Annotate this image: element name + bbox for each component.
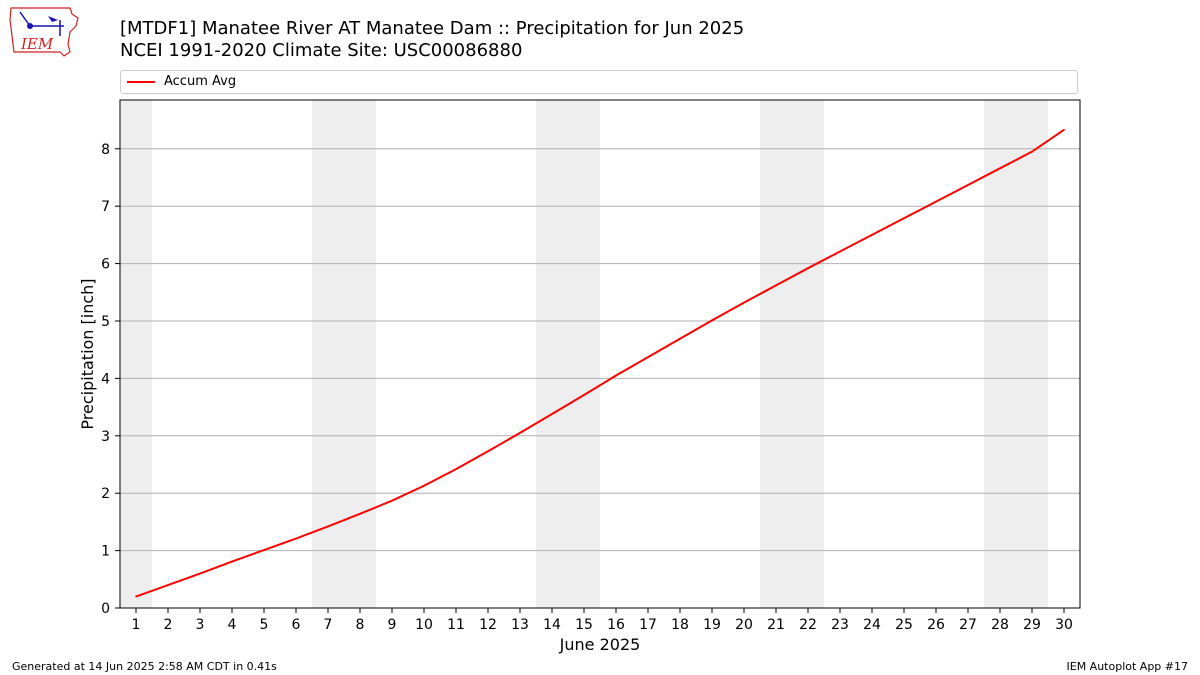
legend-label-accum-avg: Accum Avg bbox=[164, 74, 237, 89]
data-point-day-15 bbox=[583, 394, 585, 396]
x-tick-label-26: 26 bbox=[927, 617, 945, 633]
svg-text:IEM: IEM bbox=[20, 35, 54, 53]
y-tick-label-0: 0 bbox=[101, 601, 110, 617]
x-tick-label-4: 4 bbox=[228, 617, 237, 633]
x-tick-label-1: 1 bbox=[132, 617, 141, 633]
data-point-day-19 bbox=[711, 319, 713, 322]
data-point-day-5 bbox=[263, 549, 265, 551]
chart-title: [MTDF1] Manatee River AT Manatee Dam :: … bbox=[120, 18, 744, 62]
x-tick-label-30: 30 bbox=[1055, 617, 1073, 633]
x-axis-label: June 2025 bbox=[559, 635, 641, 654]
data-point-day-9 bbox=[391, 499, 393, 502]
x-tick-label-2: 2 bbox=[164, 617, 173, 633]
generated-timestamp: Generated at 14 Jun 2025 2:58 AM CDT in … bbox=[12, 660, 277, 673]
data-point-day-23 bbox=[839, 250, 841, 253]
x-tick-label-15: 15 bbox=[575, 617, 593, 633]
x-tick-label-28: 28 bbox=[991, 617, 1009, 633]
x-tick-label-27: 27 bbox=[959, 617, 977, 633]
x-tick-label-10: 10 bbox=[415, 617, 433, 633]
x-tick-label-9: 9 bbox=[388, 617, 397, 633]
plot-frame bbox=[119, 99, 1081, 609]
x-tick-label-21: 21 bbox=[767, 617, 785, 633]
x-tick-label-29: 29 bbox=[1023, 617, 1041, 633]
x-tick-label-7: 7 bbox=[324, 617, 333, 633]
data-point-day-2 bbox=[167, 584, 169, 586]
x-tick-label-19: 19 bbox=[703, 617, 721, 633]
x-tick-label-6: 6 bbox=[292, 617, 301, 633]
weekend-band-day-15 bbox=[568, 100, 600, 608]
data-point-day-27 bbox=[967, 184, 969, 186]
x-axis-ticks: 1 2 3 4 5 6 7 8 9 10 11 12 13 14 15 16 17 18 19 20 21 22 23 24 2… bbox=[132, 608, 1073, 633]
y-tick-label-7: 7 bbox=[101, 199, 110, 215]
series-line-accum-avg bbox=[135, 129, 1065, 598]
data-point-day-17 bbox=[647, 356, 649, 359]
x-tick-label-18: 18 bbox=[671, 617, 689, 633]
data-point-day-30 bbox=[1063, 128, 1065, 131]
x-tick-label-5: 5 bbox=[260, 617, 269, 633]
y-tick-label-1: 1 bbox=[101, 544, 110, 560]
data-point-day-14 bbox=[551, 413, 553, 415]
y-tick-label-3: 3 bbox=[101, 429, 110, 445]
data-point-day-21 bbox=[775, 284, 777, 287]
data-point-day-13 bbox=[519, 432, 521, 434]
x-tick-label-12: 12 bbox=[479, 617, 497, 633]
data-point-day-28 bbox=[999, 167, 1001, 170]
data-point-day-25 bbox=[903, 217, 905, 220]
x-tick-label-24: 24 bbox=[863, 617, 881, 633]
autoplot-app-label: IEM Autoplot App #17 bbox=[1066, 660, 1189, 673]
iem-logo: IEM bbox=[9, 7, 79, 57]
data-point-day-7 bbox=[327, 525, 329, 528]
legend: Accum Avg bbox=[120, 70, 1078, 94]
y-tick-label-2: 2 bbox=[101, 486, 110, 502]
x-tick-label-25: 25 bbox=[895, 617, 913, 633]
data-point-day-3 bbox=[199, 572, 201, 575]
weekend-band-day-21 bbox=[760, 100, 792, 608]
data-point-day-4 bbox=[231, 560, 233, 563]
weekend-band-day-8 bbox=[344, 100, 376, 608]
x-tick-label-20: 20 bbox=[735, 617, 753, 633]
x-tick-label-23: 23 bbox=[831, 617, 849, 633]
weekend-band-day-14 bbox=[536, 100, 568, 608]
data-point-day-24 bbox=[871, 233, 873, 236]
data-point-day-26 bbox=[935, 200, 937, 203]
data-point-day-1 bbox=[135, 595, 137, 598]
x-tick-label-16: 16 bbox=[607, 617, 625, 633]
data-point-day-18 bbox=[679, 337, 681, 340]
weekend-band-day-22 bbox=[792, 100, 824, 608]
x-tick-label-13: 13 bbox=[511, 617, 529, 633]
weekend-band-day-1 bbox=[120, 100, 152, 608]
data-point-day-16 bbox=[615, 374, 617, 377]
data-point-day-8 bbox=[359, 512, 361, 515]
data-point-day-20 bbox=[743, 301, 745, 304]
data-point-day-12 bbox=[487, 450, 489, 453]
weekend-bands bbox=[120, 100, 1048, 608]
y-tick-label-4: 4 bbox=[101, 371, 110, 387]
data-point-day-29 bbox=[1031, 150, 1033, 153]
data-point-day-10 bbox=[423, 484, 425, 487]
x-tick-label-8: 8 bbox=[356, 617, 365, 633]
data-point-day-6 bbox=[295, 537, 297, 540]
x-tick-label-22: 22 bbox=[799, 617, 817, 633]
x-tick-label-11: 11 bbox=[447, 617, 465, 633]
chart-title-line2: NCEI 1991-2020 Climate Site: USC00086880 bbox=[120, 40, 523, 61]
y-axis-label: Precipitation [inch] bbox=[78, 278, 97, 429]
data-point-day-22 bbox=[807, 267, 809, 270]
y-axis-ticks: 0 1 2 3 4 5 6 7 8 bbox=[101, 142, 120, 617]
chart-title-line1: [MTDF1] Manatee River AT Manatee Dam :: … bbox=[120, 18, 745, 39]
x-tick-label-3: 3 bbox=[196, 617, 205, 633]
weekend-band-day-29 bbox=[1016, 100, 1048, 608]
y-tick-label-8: 8 bbox=[101, 142, 110, 158]
y-tick-label-6: 6 bbox=[101, 257, 110, 273]
series-layer bbox=[135, 128, 1065, 598]
x-tick-label-17: 17 bbox=[639, 617, 657, 633]
legend-line-swatch bbox=[127, 81, 155, 83]
data-point-day-11 bbox=[455, 468, 457, 470]
weekend-band-day-28 bbox=[984, 100, 1016, 608]
y-tick-label-5: 5 bbox=[101, 314, 110, 330]
y-gridlines bbox=[120, 148, 1080, 552]
x-tick-label-14: 14 bbox=[543, 617, 561, 633]
weekend-band-day-7 bbox=[312, 100, 344, 608]
